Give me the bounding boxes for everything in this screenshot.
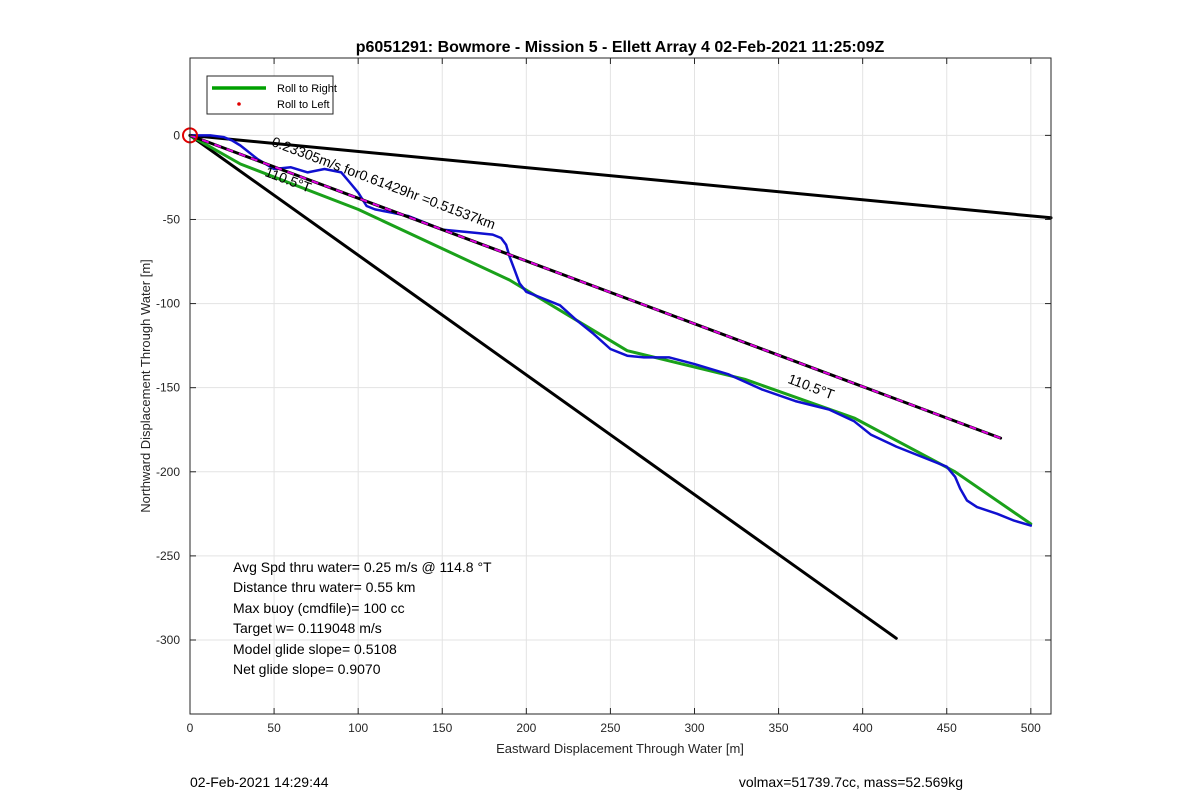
legend-dot-icon (237, 102, 241, 106)
y-tick-label: -250 (156, 549, 180, 563)
chart-title: p6051291: Bowmore - Mission 5 - Ellett A… (356, 39, 885, 56)
plot-area (190, 58, 1051, 714)
x-tick-label: 0 (187, 721, 194, 735)
stat-max-buoy: Max buoy (cmdfile)= 100 cc (233, 600, 405, 616)
x-tick-label: 500 (1021, 721, 1041, 735)
plot-frame (189, 57, 1052, 715)
y-tick-label: -50 (163, 212, 181, 226)
x-tick-label: 300 (684, 721, 704, 735)
stat-avg-speed: Avg Spd thru water= 0.25 m/s @ 114.8 °T (233, 559, 492, 575)
x-tick-label: 450 (937, 721, 957, 735)
legend-label-roll-right: Roll to Right (277, 83, 337, 95)
stat-distance: Distance thru water= 0.55 km (233, 579, 415, 595)
roll-right-line (188, 133, 1033, 526)
x-axis-label: Eastward Displacement Through Water [m] (496, 741, 744, 756)
stat-target-w: Target w= 0.119048 m/s (233, 620, 382, 636)
y-tick-label: -150 (156, 381, 180, 395)
x-tick-label: 150 (432, 721, 452, 735)
y-tick-label: -200 (156, 465, 180, 479)
y-tick-label: 0 (173, 128, 180, 142)
stat-model-glide: Model glide slope= 0.5108 (233, 641, 397, 657)
footer-timestamp: 02-Feb-2021 14:29:44 (190, 774, 329, 790)
x-tick-label: 350 (769, 721, 789, 735)
x-tick-label: 250 (600, 721, 620, 735)
x-tick-label: 100 (348, 721, 368, 735)
legend-box (206, 75, 334, 115)
legend: Roll to Right Roll to Left (206, 75, 337, 115)
bound-line-steep (188, 133, 898, 640)
heading-line-dash (189, 134, 1001, 440)
bound-line-shallow (188, 133, 1053, 220)
stat-net-glide: Net glide slope= 0.9070 (233, 661, 381, 677)
ticks: 0 50 100 150 200 250 300 350 400 450 500 0 -50 -100 -1… (156, 58, 1051, 735)
x-tick-label: 400 (853, 721, 873, 735)
grid (189, 58, 1051, 714)
footer-summary: volmax=51739.7cc, mass=52.569kg (739, 774, 963, 790)
series-layer (182, 127, 1053, 640)
track-line (188, 134, 1033, 527)
y-tick-label: -100 (156, 297, 180, 311)
y-axis-label: Northward Displacement Through Water [m] (138, 259, 153, 513)
y-tick-label: -300 (156, 633, 180, 647)
x-tick-label: 50 (267, 721, 281, 735)
stats-block: Avg Spd thru water= 0.25 m/s @ 114.8 °T … (233, 559, 492, 677)
legend-label-roll-left: Roll to Left (277, 99, 330, 111)
x-tick-label: 200 (516, 721, 536, 735)
